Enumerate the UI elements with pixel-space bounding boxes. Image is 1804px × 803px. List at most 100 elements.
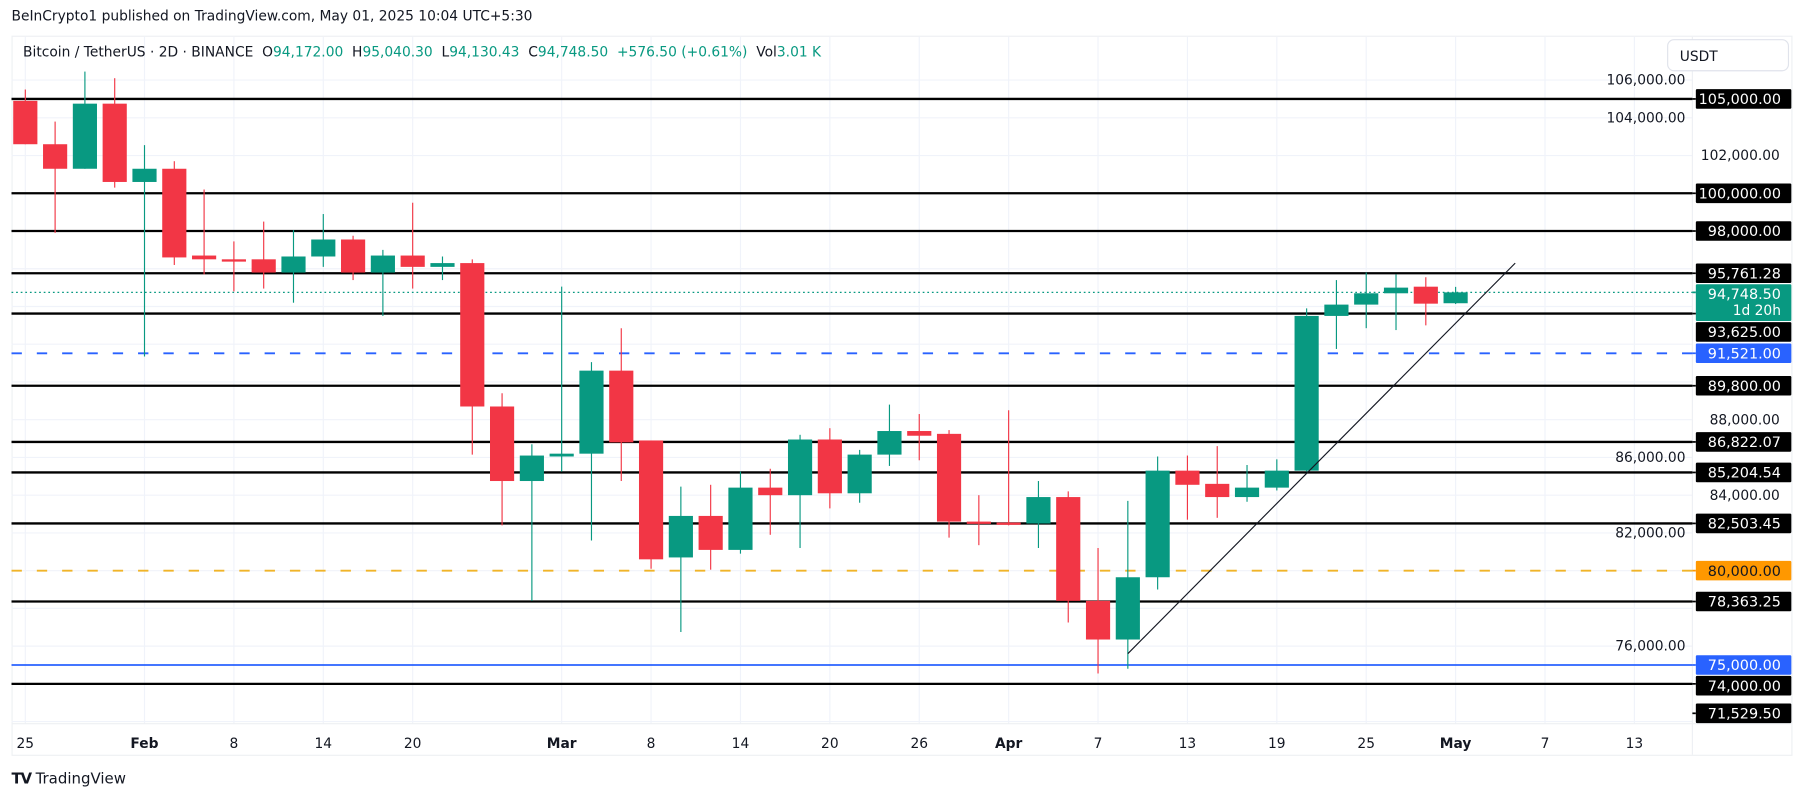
label-text: 98,000.00 xyxy=(1708,224,1781,240)
candle-body xyxy=(13,100,38,145)
candle-body xyxy=(787,439,813,496)
candle-body xyxy=(698,515,723,550)
candle xyxy=(370,249,395,316)
price-tick-label: 84,000.00 xyxy=(1710,488,1780,504)
candle-body xyxy=(281,256,306,273)
candle-body xyxy=(251,259,276,273)
price-level-label: 89,800.00 xyxy=(1692,375,1792,396)
price-tick-label: 86,000.00 xyxy=(1615,450,1685,466)
price-level-label: 91,521.00 xyxy=(1692,343,1792,364)
label-text: 80,000.00 xyxy=(1708,564,1781,580)
candle xyxy=(430,256,455,281)
candle-body xyxy=(549,453,574,457)
price-tick-label: 104,000.00 xyxy=(1606,110,1685,126)
candle-body xyxy=(847,454,872,494)
footer-brand: TV TradingView xyxy=(12,771,126,788)
candle-body xyxy=(1264,470,1289,488)
candle xyxy=(579,362,604,541)
price-level-label: 80,000.00 xyxy=(1692,560,1792,581)
label-text: 74,000.00 xyxy=(1708,679,1781,695)
candle-body xyxy=(907,431,932,436)
label-background xyxy=(1695,703,1792,724)
candle-body xyxy=(43,144,68,169)
label-background xyxy=(1695,462,1792,483)
published-caption: BeInCrypto1 published on TradingView.com… xyxy=(11,8,533,25)
candle xyxy=(341,235,366,281)
candle xyxy=(1205,446,1230,518)
price-tick-label: 76,000.00 xyxy=(1615,639,1685,655)
time-tick-label: Feb xyxy=(130,736,158,752)
candle xyxy=(102,78,127,188)
candle-body xyxy=(311,239,336,257)
candle xyxy=(1264,459,1289,491)
candle xyxy=(281,230,306,303)
label-background xyxy=(1695,513,1792,534)
label-text: 91,521.00 xyxy=(1708,346,1781,362)
candle-body xyxy=(609,370,634,443)
time-tick-label: 7 xyxy=(1094,736,1103,752)
candle xyxy=(758,468,783,535)
volume-label: Vol xyxy=(756,43,777,60)
candle xyxy=(460,259,485,455)
label-text: 95,761.28 xyxy=(1708,266,1781,282)
countdown-label: 1d 20h xyxy=(1733,303,1781,319)
candle-body xyxy=(936,433,962,522)
candle-body xyxy=(102,103,127,182)
price-tick-label: 106,000.00 xyxy=(1606,73,1685,89)
candle-body xyxy=(877,431,902,455)
label-text: 71,529.50 xyxy=(1708,706,1781,722)
high-value: 95,040.30 xyxy=(362,43,433,60)
price-level-label: 105,000.00 xyxy=(1692,89,1792,109)
price-level-label: 82,503.45 xyxy=(1692,513,1792,534)
candle xyxy=(400,202,425,289)
candle-body xyxy=(1175,470,1200,485)
volume-value: 3.01 K xyxy=(776,43,822,60)
candle-body xyxy=(162,168,187,258)
close-value: 94,748.50 xyxy=(537,43,609,60)
price-level-label: 78,363.25 xyxy=(1692,591,1792,612)
candle-body xyxy=(668,515,693,558)
label-background xyxy=(1695,560,1792,581)
candle-body xyxy=(221,259,246,262)
time-tick-label: 20 xyxy=(821,736,839,752)
candle xyxy=(638,440,664,569)
candle-body xyxy=(758,487,783,496)
label-text: 85,204.54 xyxy=(1708,466,1781,482)
label-text: 75,000.00 xyxy=(1708,658,1781,674)
label-text: 82,503.45 xyxy=(1708,517,1781,533)
label-background xyxy=(1695,263,1792,284)
price-level-label: 95,761.28 xyxy=(1692,263,1792,284)
candle-body xyxy=(728,487,753,550)
label-background xyxy=(1695,221,1792,241)
candle-body xyxy=(132,168,157,182)
candle xyxy=(251,221,276,289)
label-text: 78,363.25 xyxy=(1708,595,1781,611)
candle xyxy=(43,121,68,233)
candle xyxy=(72,71,97,169)
price-level-label: 71,529.50 xyxy=(1692,703,1792,724)
candle-body xyxy=(996,522,1021,525)
time-tick-label: 13 xyxy=(1179,736,1197,752)
candle xyxy=(1175,455,1200,520)
time-tick-label: 7 xyxy=(1541,736,1550,752)
candle-body xyxy=(1324,304,1349,316)
symbol-legend: Bitcoin / TetherUS · 2D · BINANCE O94,17… xyxy=(23,44,821,60)
time-tick-label: Apr xyxy=(995,736,1023,752)
candle xyxy=(996,410,1021,526)
candle xyxy=(549,286,574,472)
currency-button[interactable]: USDT xyxy=(1667,39,1790,72)
candle xyxy=(817,428,842,509)
label-background xyxy=(1695,591,1792,612)
candle xyxy=(1234,464,1260,502)
candle-body xyxy=(1205,483,1230,498)
tradingview-logo-icon: TV xyxy=(11,770,33,789)
candle xyxy=(1294,308,1319,472)
candle-body xyxy=(579,370,604,454)
candle xyxy=(162,161,187,265)
brand-name: TradingView xyxy=(35,770,126,789)
candle-body xyxy=(72,103,97,169)
candle-body xyxy=(1383,287,1409,294)
candle-body xyxy=(519,455,544,482)
candle-body xyxy=(966,521,991,524)
